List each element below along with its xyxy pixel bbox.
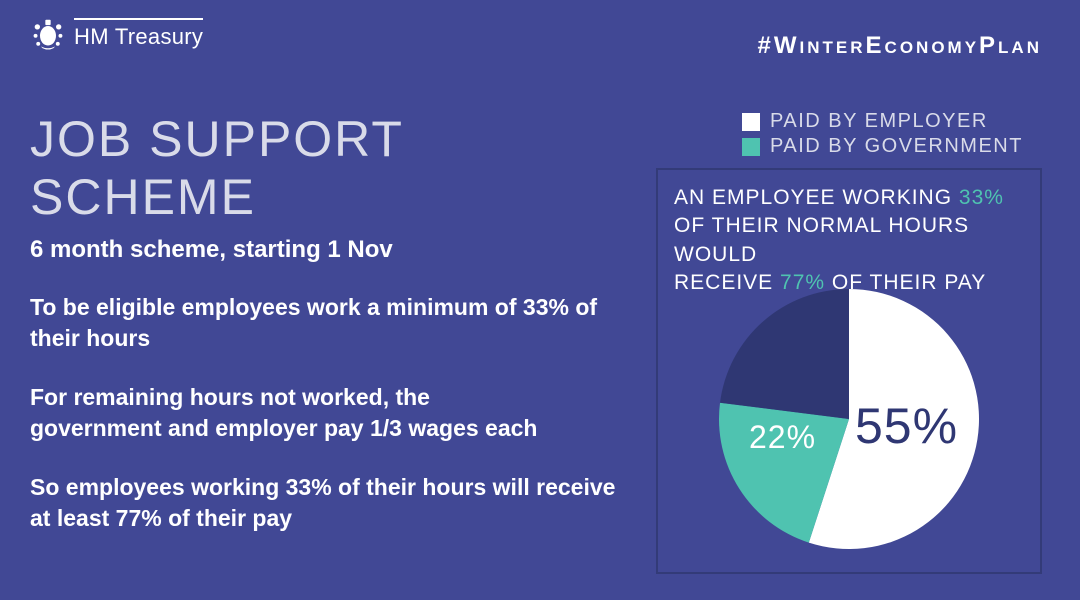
pie-chart: 55% 22% (719, 289, 979, 554)
hashtag: #WinterEconomyPlan (758, 32, 1042, 60)
page-title: JOB SUPPORT SCHEME (30, 110, 630, 226)
legend-label-employer: PAID BY EMPLOYER (770, 110, 988, 133)
paragraph-2: For remaining hours not worked, the gove… (30, 382, 550, 444)
main-content: JOB SUPPORT SCHEME 6 month scheme, start… (30, 110, 630, 562)
legend-swatch-employer (742, 113, 760, 131)
legend-swatch-government (742, 138, 760, 156)
panel-caption: AN EMPLOYEE WORKING 33% OF THEIR NORMAL … (674, 184, 1024, 297)
paragraph-1: To be eligible employees work a minimum … (30, 292, 630, 354)
brand-name: HM Treasury (74, 18, 203, 50)
header: HM Treasury (30, 18, 203, 50)
paragraph-3: So employees working 33% of their hours … (30, 472, 630, 534)
chart-section: PAID BY EMPLOYER PAID BY GOVERNMENT AN E… (656, 110, 1042, 574)
legend-label-government: PAID BY GOVERNMENT (770, 135, 1023, 158)
pie-slice-label-employer: 55% (855, 397, 958, 455)
crest-icon (30, 18, 66, 50)
legend-item-government: PAID BY GOVERNMENT (742, 135, 1042, 158)
legend-item-employer: PAID BY EMPLOYER (742, 110, 1042, 133)
chart-legend: PAID BY EMPLOYER PAID BY GOVERNMENT (742, 110, 1042, 158)
chart-panel: AN EMPLOYEE WORKING 33% OF THEIR NORMAL … (656, 168, 1042, 574)
pie-slice-label-government: 22% (749, 419, 816, 456)
page-subtitle: 6 month scheme, starting 1 Nov (30, 236, 630, 264)
